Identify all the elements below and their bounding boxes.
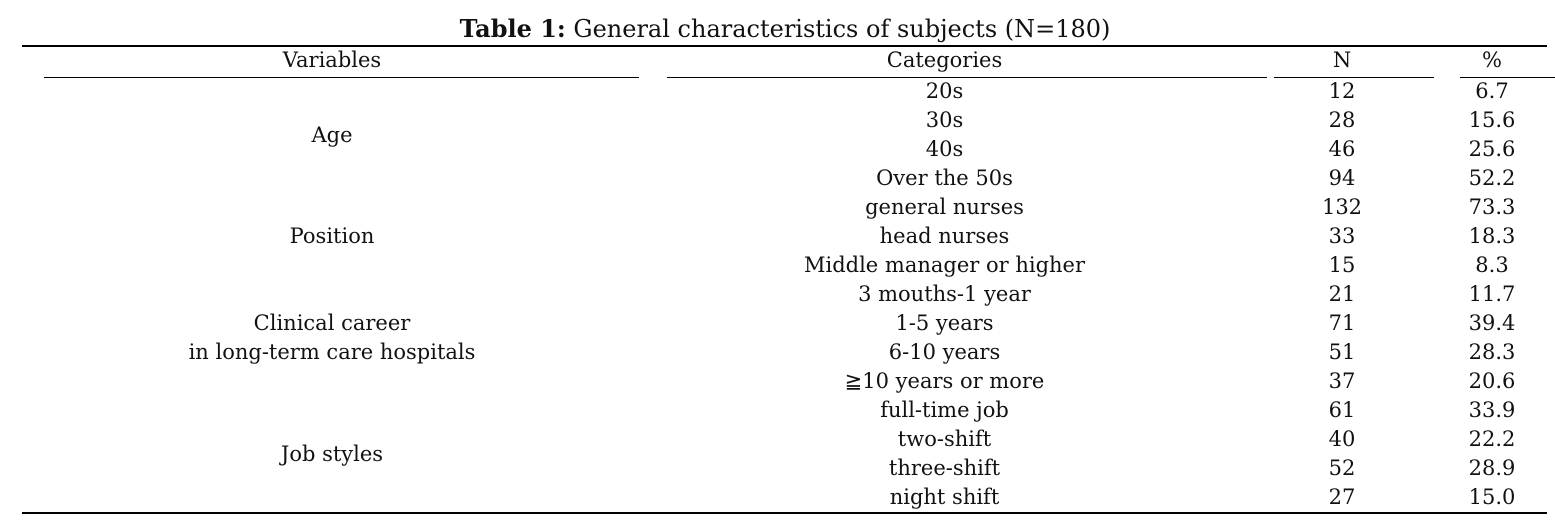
cell-n: 37 <box>1328 369 1356 393</box>
cell-percent: 39.4 <box>1468 311 1516 335</box>
cell-category: 1-5 years <box>895 311 994 335</box>
group-label-line: Position <box>289 224 375 248</box>
table-row: head nurses 33 18.3 <box>22 222 1547 251</box>
table-row: night shift 27 15.0 <box>22 483 1547 512</box>
cell-percent: 8.3 <box>1475 253 1509 277</box>
header-rule-segment <box>667 77 1267 78</box>
cell-category: 20s <box>925 79 964 103</box>
header-rule-segment <box>44 77 639 78</box>
cell-category: three-shift <box>888 456 1001 480</box>
table-row: Middle manager or higher 15 8.3 <box>22 251 1547 280</box>
table-caption: Table 1: General characteristics of subj… <box>0 14 1555 44</box>
table-row: 30s 28 15.6 <box>22 106 1547 135</box>
cell-percent: 18.3 <box>1468 224 1516 248</box>
group-label-line: in long-term care hospitals <box>188 340 476 364</box>
group-label: Clinical career in long-term care hospita… <box>22 309 642 367</box>
cell-n: 33 <box>1328 224 1356 248</box>
cell-category: ≧10 years or more <box>844 369 1045 393</box>
table-row: full-time job 61 33.9 <box>22 396 1547 425</box>
table-caption-text: General characteristics of subjects (N=1… <box>573 15 1111 43</box>
cell-percent: 52.2 <box>1468 166 1516 190</box>
cell-category: 6-10 years <box>888 340 1001 364</box>
group-label: Job styles <box>22 440 642 469</box>
table-row: 3 mouths-1 year 21 11.7 <box>22 280 1547 309</box>
table-row: two-shift 40 22.2 <box>22 425 1547 454</box>
cell-percent: 11.7 <box>1468 282 1516 306</box>
cell-n: 94 <box>1328 166 1356 190</box>
header-variables: Variables <box>282 48 382 72</box>
table-row: 20s 12 6.7 <box>22 77 1547 106</box>
cell-n: 46 <box>1328 137 1356 161</box>
cell-n: 15 <box>1328 253 1356 277</box>
group-label: Age <box>22 121 642 150</box>
cell-n: 51 <box>1328 340 1356 364</box>
cell-n: 61 <box>1328 398 1356 422</box>
cell-n: 12 <box>1328 79 1356 103</box>
cell-category: general nurses <box>865 195 1024 219</box>
cell-category: 30s <box>925 108 964 132</box>
cell-n: 132 <box>1321 195 1363 219</box>
cell-percent: 25.6 <box>1468 137 1516 161</box>
group-label: Position <box>22 222 642 251</box>
cell-n: 28 <box>1328 108 1356 132</box>
cell-n: 21 <box>1328 282 1356 306</box>
table-caption-label: Table 1: <box>459 14 566 43</box>
table-row: 1-5 years 71 39.4 <box>22 309 1547 338</box>
table-row: 6-10 years 51 28.3 <box>22 338 1547 367</box>
cell-percent: 15.6 <box>1468 108 1516 132</box>
cell-percent: 73.3 <box>1468 195 1516 219</box>
cell-percent: 20.6 <box>1468 369 1516 393</box>
table-row: Over the 50s 94 52.2 <box>22 164 1547 193</box>
cell-n: 40 <box>1328 427 1356 451</box>
cell-n: 71 <box>1328 311 1356 335</box>
cell-category: full-time job <box>880 398 1009 422</box>
table-row: ≧10 years or more 37 20.6 <box>22 367 1547 396</box>
cell-percent: 28.3 <box>1468 340 1516 364</box>
cell-category: two-shift <box>897 427 992 451</box>
header-percent: % <box>1482 48 1502 72</box>
cell-percent: 15.0 <box>1468 485 1516 509</box>
cell-category: Middle manager or higher <box>803 253 1086 277</box>
table-row: 40s 46 25.6 <box>22 135 1547 164</box>
table-row: three-shift 52 28.9 <box>22 454 1547 483</box>
cell-percent: 6.7 <box>1475 79 1509 103</box>
header-rule-segment <box>1460 77 1555 78</box>
table-body: 20s 12 6.7 30s 28 15.6 40s 46 25.6 Over the 50s 94… <box>22 77 1547 512</box>
cell-n: 52 <box>1328 456 1356 480</box>
table-header-row: Variables Categories N % <box>22 46 1547 77</box>
header-n: N <box>1332 48 1352 72</box>
cell-percent: 33.9 <box>1468 398 1516 422</box>
header-rule-segment <box>1274 77 1434 78</box>
cell-category: night shift <box>889 485 1000 509</box>
cell-category: 40s <box>925 137 964 161</box>
table-top-rule <box>22 45 1547 47</box>
group-label-line: Age <box>311 122 353 147</box>
header-categories: Categories <box>886 48 1003 72</box>
cell-category: head nurses <box>879 224 1010 248</box>
cell-category: 3 mouths-1 year <box>858 282 1031 306</box>
cell-n: 27 <box>1328 485 1356 509</box>
group-label-line: Job styles <box>280 441 384 466</box>
table-bottom-rule <box>22 512 1547 514</box>
cell-percent: 28.9 <box>1468 456 1516 480</box>
group-label-line: Clinical career <box>253 311 411 335</box>
cell-percent: 22.2 <box>1468 427 1516 451</box>
cell-category: Over the 50s <box>876 166 1013 190</box>
table-row: general nurses 132 73.3 <box>22 193 1547 222</box>
